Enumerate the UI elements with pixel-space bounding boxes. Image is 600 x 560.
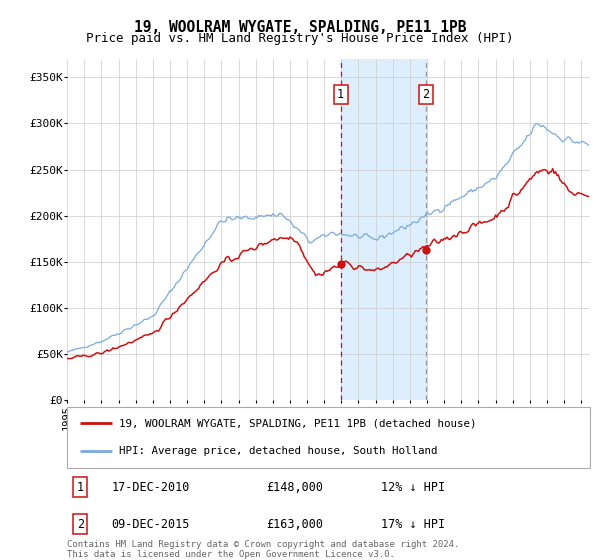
Text: 17% ↓ HPI: 17% ↓ HPI — [381, 517, 445, 531]
Bar — [341, 59, 426, 400]
FancyBboxPatch shape — [67, 407, 590, 468]
Text: Price paid vs. HM Land Registry's House Price Index (HPI): Price paid vs. HM Land Registry's House … — [86, 32, 514, 45]
Text: 17-DEC-2010: 17-DEC-2010 — [112, 480, 190, 494]
Text: 19, WOOLRAM WYGATE, SPALDING, PE11 1PB (detached house): 19, WOOLRAM WYGATE, SPALDING, PE11 1PB (… — [119, 418, 477, 428]
Text: 19, WOOLRAM WYGATE, SPALDING, PE11 1PB: 19, WOOLRAM WYGATE, SPALDING, PE11 1PB — [134, 20, 466, 35]
Text: HPI: Average price, detached house, South Holland: HPI: Average price, detached house, Sout… — [119, 446, 438, 456]
Text: 1: 1 — [337, 88, 344, 101]
Text: 09-DEC-2015: 09-DEC-2015 — [112, 517, 190, 531]
Text: £163,000: £163,000 — [266, 517, 323, 531]
Text: £148,000: £148,000 — [266, 480, 323, 494]
Text: 2: 2 — [422, 88, 430, 101]
Text: 2: 2 — [77, 517, 84, 531]
Text: 1: 1 — [77, 480, 84, 494]
Text: Contains HM Land Registry data © Crown copyright and database right 2024.
This d: Contains HM Land Registry data © Crown c… — [67, 540, 460, 559]
Text: 12% ↓ HPI: 12% ↓ HPI — [381, 480, 445, 494]
